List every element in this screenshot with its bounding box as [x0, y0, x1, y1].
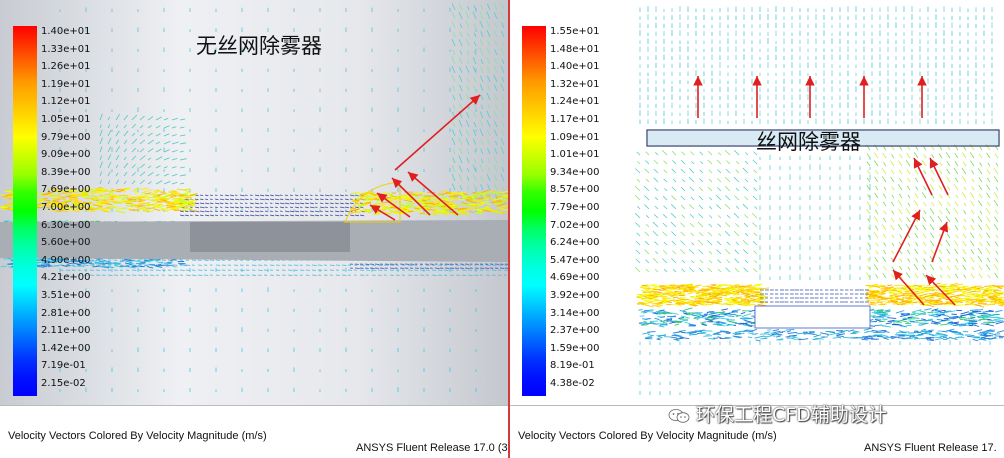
legend-tick-label: 1.55e+01: [550, 26, 600, 37]
right-footer: Velocity Vectors Colored By Velocity Mag…: [510, 405, 1004, 458]
legend-tick-label: 8.39e+00: [41, 166, 91, 178]
flow-direction-arrow: [376, 192, 411, 218]
legend-tick-label: 3.51e+00: [41, 290, 91, 301]
legend-tick-label: 1.33e+01: [41, 43, 91, 55]
legend-tick-label: 9.09e+00: [41, 149, 91, 161]
legend-tick-label: 5.47e+00: [550, 254, 600, 266]
left-viewport[interactable]: 1.40e+01 1.33e+01 1.26e+01 1.19e+01 1.12e+01…: [0, 0, 508, 458]
right-viewport[interactable]: 1.55e+01 1.48e+01 1.40e+01 1.32e+01 1.24e+01…: [510, 0, 1004, 458]
left-legend-colorbar: [13, 26, 37, 396]
legend-tick-label: 8.57e+00: [550, 184, 600, 196]
flow-direction-arrow: [391, 177, 431, 216]
legend-tick-label: 1.42e+00: [41, 342, 91, 354]
legend-tick-label: 3.92e+00: [550, 290, 600, 301]
legend-tick-label: 7.79e+00: [550, 202, 600, 213]
legend-tick-label: 7.69e+00: [41, 184, 91, 196]
legend-tick-label: 1.19e+01: [41, 78, 91, 90]
legend-tick-label: 1.09e+01: [550, 131, 600, 143]
legend-tick-label: 4.90e+00: [41, 254, 91, 266]
legend-tick-label: 1.17e+01: [550, 114, 600, 125]
mesh-demister: [646, 129, 1000, 147]
legend-tick-label: 1.24e+01: [550, 96, 600, 108]
legend-tick-label: 6.30e+00: [41, 219, 91, 231]
legend-tick-label: 7.19e-01: [41, 360, 86, 372]
left-description: Velocity Vectors Colored By Velocity Mag…: [8, 430, 267, 442]
legend-tick-label: 2.15e-02: [41, 378, 86, 389]
watermark: 环保工程CFD辅助设计: [668, 400, 887, 427]
legend-tick-label: 3.14e+00: [550, 307, 600, 319]
legend-tick-label: 8.19e-01: [550, 360, 595, 372]
right-vector-field: [510, 0, 1004, 405]
flow-direction-arrow: [369, 204, 396, 221]
left-vector-field: [0, 0, 508, 405]
right-title-label: 丝网除雾器: [756, 130, 861, 154]
watermark-text: 环保工程CFD辅助设计: [696, 404, 887, 426]
legend-tick-label: 1.32e+01: [550, 78, 600, 90]
legend-tick-label: 4.21e+00: [41, 272, 91, 284]
right-release: ANSYS Fluent Release 17.: [864, 442, 997, 454]
legend-tick-label: 1.05e+01: [41, 114, 91, 125]
legend-tick-label: 4.69e+00: [550, 272, 600, 284]
legend-tick-label: 2.37e+00: [550, 325, 600, 337]
flow-direction-arrow: [931, 221, 949, 263]
flow-direction-arrow: [892, 209, 921, 263]
flow-direction-arrow: [925, 274, 956, 306]
left-release: ANSYS Fluent Release 17.0 (3: [356, 442, 508, 454]
legend-tick-label: 1.40e+01: [550, 61, 600, 73]
flow-direction-arrow: [913, 157, 933, 196]
legend-tick-label: 1.12e+01: [41, 96, 91, 108]
legend-tick-label: 1.26e+01: [41, 61, 91, 73]
flow-direction-arrow: [394, 94, 481, 171]
right-legend-colorbar: [522, 26, 546, 396]
legend-tick-label: 9.34e+00: [550, 166, 600, 178]
legend-tick-label: 1.48e+01: [550, 43, 600, 55]
wechat-icon: [668, 408, 690, 423]
flow-direction-arrow: [929, 157, 949, 196]
flow-direction-arrow: [407, 171, 459, 216]
duct-core: [190, 222, 350, 252]
left-footer: Velocity Vectors Colored By Velocity Mag…: [0, 405, 508, 458]
right-description: Velocity Vectors Colored By Velocity Mag…: [518, 430, 777, 442]
legend-tick-label: 1.01e+01: [550, 149, 600, 161]
legend-tick-label: 5.60e+00: [41, 237, 91, 249]
panel-divider: [508, 0, 510, 458]
flow-direction-arrow: [892, 269, 925, 306]
legend-tick-label: 7.00e+00: [41, 202, 91, 213]
legend-tick-label: 7.02e+00: [550, 219, 600, 231]
legend-tick-label: 2.81e+00: [41, 307, 91, 319]
legend-tick-label: 1.59e+00: [550, 342, 600, 354]
legend-tick-label: 2.11e+00: [41, 325, 91, 337]
duct-insert: [754, 305, 871, 329]
legend-tick-label: 1.40e+01: [41, 26, 91, 37]
left-title-label: 无丝网除雾器: [196, 34, 322, 58]
right-vectors: [634, 6, 1004, 395]
legend-tick-label: 4.38e-02: [550, 378, 595, 389]
legend-tick-label: 6.24e+00: [550, 237, 600, 249]
legend-tick-label: 9.79e+00: [41, 131, 91, 143]
